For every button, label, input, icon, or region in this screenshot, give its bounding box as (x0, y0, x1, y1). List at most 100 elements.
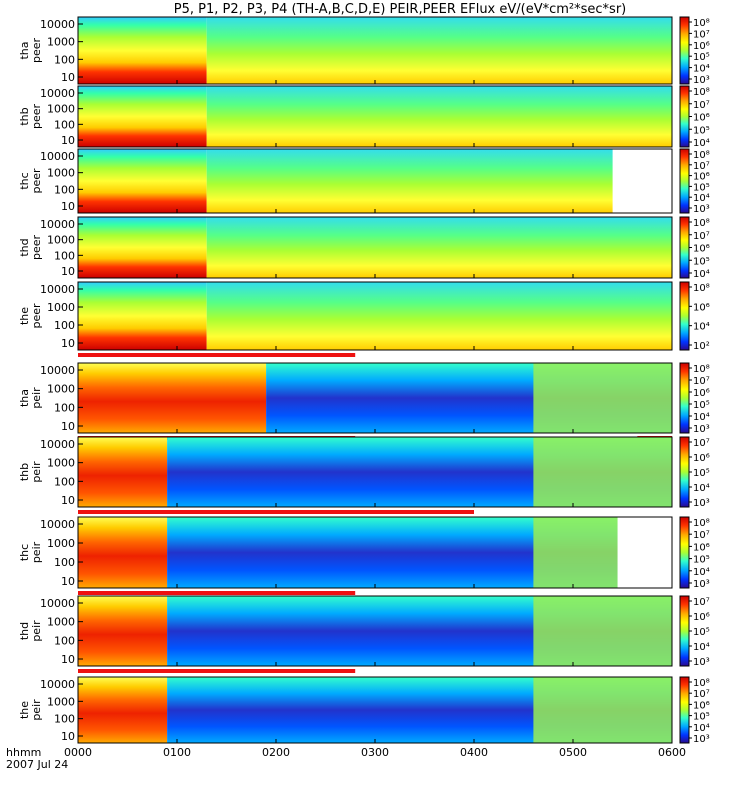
thb-peer-ytick-label: 1000 (47, 103, 75, 116)
x-tick-label: 0300 (361, 746, 389, 759)
thb-peer-ytick-label: 10000 (40, 87, 75, 100)
thc-peer-cbar-label: 10⁵ (693, 182, 710, 193)
thb-peir-ytick-label: 100 (54, 475, 75, 488)
the-peer-ytick-label: 100 (54, 319, 75, 332)
thc-peir-heatmap-early (78, 517, 168, 588)
thb-peer-heatmap-early (78, 86, 207, 147)
thb-peir-ytick-label: 1000 (47, 457, 75, 470)
thb-peir-cbar-label: 10⁴ (693, 483, 710, 494)
the-peer-heatmap-early (78, 282, 207, 350)
thc-peir-cbar-label: 10³ (693, 579, 710, 590)
thd-peer-cbar-label: 10⁵ (693, 256, 710, 267)
tha-peer-ytick-label: 1000 (47, 36, 75, 49)
thc-peer-cbar-label: 10⁸ (693, 150, 710, 161)
thc-peer-ytick-label: 10000 (40, 150, 75, 163)
tha-peir-ytick-label: 1000 (47, 383, 75, 396)
the-peer-cbar-label: 10⁴ (693, 322, 710, 333)
the-peir-heatmap-latefill (533, 677, 672, 743)
thc-peir-colorbar (679, 516, 690, 589)
thd-peer-heatmap-late (206, 217, 672, 278)
x-tick-label: 0400 (460, 746, 488, 759)
thd-peir-colorbar (679, 595, 690, 667)
x-tick-label: 0100 (163, 746, 191, 759)
x-tick-label: 0600 (658, 746, 686, 759)
thc-peer-colorbar (679, 148, 690, 214)
thc-peir-data-gap (617, 517, 672, 588)
thb-peer-ytick-label: 100 (54, 118, 75, 131)
tha-peir-ytick-label: 10000 (40, 364, 75, 377)
thb-peir-cbar-label: 10⁷ (693, 438, 710, 449)
thd-peer-ytick-label: 1000 (47, 234, 75, 247)
thc-peer-cbar-label: 10³ (693, 204, 710, 215)
thb-peer-colorbar (679, 85, 690, 148)
the-peer-quality-bar (78, 353, 356, 357)
thb-peer-cbar-label: 10⁶ (693, 113, 710, 124)
the-peer-panel: 10000 1000 100 10 thepeer 10⁸ 10⁶ 10⁴ 10² (18, 281, 710, 357)
tha-peer-ylabel: thapeer (18, 38, 43, 64)
thc-peir-quality-bar (78, 591, 356, 595)
tha-peer-cbar-label: 10⁵ (693, 52, 710, 63)
the-peer-ytick-label: 1000 (47, 301, 75, 314)
thd-peir-cbar-label: 10³ (693, 657, 710, 668)
the-peer-ytick-label: 10 (61, 337, 75, 350)
thd-peir-cbar-label: 10⁶ (693, 612, 710, 623)
thc-peer-cbar-label: 10⁷ (693, 161, 710, 172)
tha-peer-ytick-label: 100 (54, 53, 75, 66)
thc-peer-heatmap-early (78, 149, 207, 213)
thb-peer-heatmap-late (206, 86, 672, 147)
thd-peir-heatmap-early (78, 596, 168, 666)
thd-peir-ytick-label: 100 (54, 634, 75, 647)
tha-peir-cbar-label: 10³ (693, 424, 710, 435)
the-peir-cbar-label: 10⁴ (693, 723, 710, 734)
thd-peer-ytick-label: 10000 (40, 218, 75, 231)
x-tick-label: 0500 (559, 746, 587, 759)
the-peer-cbar-label: 10⁸ (693, 283, 710, 294)
x-tick-label: 0200 (262, 746, 290, 759)
thb-peir-ylabel: thbpeir (18, 461, 43, 483)
thc-peir-ytick-label: 100 (54, 556, 75, 569)
thd-peir-ytick-label: 1000 (47, 616, 75, 629)
thd-peer-cbar-label: 10⁴ (693, 269, 710, 280)
thb-peir-quality-bar (78, 510, 474, 514)
thb-peer-ytick-label: 10 (61, 134, 75, 147)
thd-peer-ytick-label: 100 (54, 249, 75, 262)
thc-peer-ytick-label: 1000 (47, 167, 75, 180)
tha-peer-ytick-label: 10000 (40, 18, 75, 31)
thc-peir-ytick-label: 10000 (40, 518, 75, 531)
thb-peir-heatmap-early (78, 437, 168, 507)
the-peir-ytick-label: 100 (54, 713, 75, 726)
thd-peir-ytick-label: 10000 (40, 597, 75, 610)
thc-peir-cbar-label: 10⁵ (693, 555, 710, 566)
the-peer-heatmap-late (206, 282, 672, 350)
thd-peir-cbar-label: 10⁵ (693, 627, 710, 638)
thb-peir-ytick-label: 10000 (40, 438, 75, 451)
thc-peer-ytick-label: 100 (54, 183, 75, 196)
thd-peir-quality-bar (78, 669, 356, 673)
thc-peir-cbar-label: 10⁶ (693, 542, 710, 553)
tha-peir-ytick-label: 10 (61, 420, 75, 433)
the-peir-cbar-label: 10⁷ (693, 689, 710, 700)
the-peir-ytick-label: 1000 (47, 695, 75, 708)
tha-peer-heatmap-early (78, 17, 207, 84)
the-peer-ytick-label: 10000 (40, 283, 75, 296)
thb-peir-ytick-label: 10 (61, 494, 75, 507)
thd-peir-ylabel: thdpeir (18, 620, 43, 642)
tha-peer-cbar-label: 10⁶ (693, 41, 710, 52)
thb-peer-cbar-label: 10⁷ (693, 100, 710, 111)
tha-peer-cbar-label: 10³ (693, 75, 710, 86)
the-peer-colorbar (679, 281, 690, 351)
the-peir-heatmap-early (78, 677, 168, 743)
tha-peir-cbar-label: 10⁶ (693, 388, 710, 399)
thd-peer-ylabel: thdpeer (18, 235, 43, 261)
thc-peir-cbar-label: 10⁷ (693, 530, 710, 541)
the-peir-ytick-label: 10000 (40, 678, 75, 691)
tha-peir-colorbar (679, 362, 690, 434)
thc-peer-data-gap (612, 149, 672, 213)
